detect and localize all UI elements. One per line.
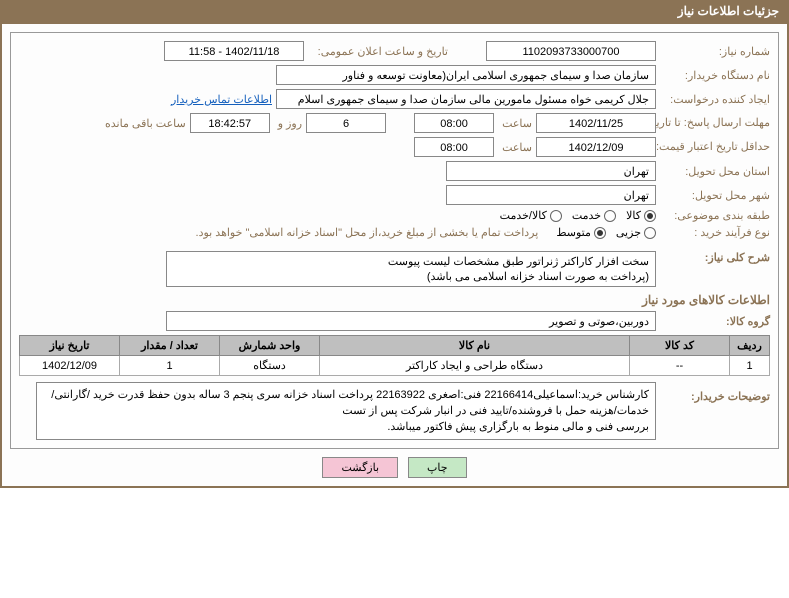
announce-label: تاریخ و ساعت اعلان عمومی: [308, 45, 448, 58]
outer-frame: شماره نیاز: 1102093733000700 تاریخ و ساع… [0, 22, 789, 488]
process-radio-group: جزیی متوسط [556, 226, 656, 239]
radio-small-label: جزیی [616, 226, 641, 239]
buyer-notes-text: کارشناس خرید:اسماعیلی22166414 فنی:اصغری … [36, 382, 656, 440]
validity-time-label: ساعت [498, 141, 532, 154]
print-button[interactable]: چاپ [408, 457, 467, 478]
th-qty: تعداد / مقدار [120, 336, 220, 356]
td-date: 1402/12/09 [20, 356, 120, 376]
goods-section-title: اطلاعات کالاهای مورد نیاز [19, 293, 770, 307]
radio-both[interactable]: کالا/خدمت [500, 209, 562, 222]
row-category: طبقه بندی موضوعی: کالا خدمت کالا/خدمت [19, 209, 770, 222]
radio-circle-icon [594, 227, 606, 239]
radio-circle-icon [604, 210, 616, 222]
row-process: نوع فرآیند خرید : جزیی متوسط پرداخت تمام… [19, 226, 770, 239]
radio-circle-icon [644, 227, 656, 239]
process-label: نوع فرآیند خرید : [660, 226, 770, 239]
inner-frame: شماره نیاز: 1102093733000700 تاریخ و ساع… [10, 32, 779, 449]
goods-table: ردیف کد کالا نام کالا واحد شمارش تعداد /… [19, 335, 770, 376]
validity-time: 08:00 [414, 137, 494, 157]
deadline-days: 6 [306, 113, 386, 133]
deadline-date: 1402/11/25 [536, 113, 656, 133]
th-date: تاریخ نیاز [20, 336, 120, 356]
panel-title: جزئیات اطلاعات نیاز [678, 4, 779, 18]
td-name: دستگاه طراحی و ایجاد کاراکتر [320, 356, 630, 376]
radio-small[interactable]: جزیی [616, 226, 656, 239]
process-note: پرداخت تمام یا بخشی از مبلغ خرید،از محل … [196, 226, 539, 239]
td-row: 1 [730, 356, 770, 376]
contact-link[interactable]: اطلاعات تماس خریدار [171, 93, 272, 106]
buyer-org-label: نام دستگاه خریدار: [660, 69, 770, 82]
category-radio-group: کالا خدمت کالا/خدمت [500, 209, 656, 222]
goods-group-value: دوربین،صوتی و تصویر [166, 311, 656, 331]
province-label: استان محل تحویل: [660, 165, 770, 178]
th-row: ردیف [730, 336, 770, 356]
summary-label: شرح کلی نیاز: [660, 251, 770, 264]
row-summary: شرح کلی نیاز: سخت افزار کاراکتر ژنراتور … [19, 251, 770, 287]
requester-value: جلال کریمی خواه مسئول مامورین مالی سازما… [276, 89, 656, 109]
deadline-time: 08:00 [414, 113, 494, 133]
buyer-notes-label: توضیحات خریدار: [660, 382, 770, 403]
row-validity: حداقل تاریخ اعتبار قیمت: تا تاریخ: 1402/… [19, 137, 770, 157]
buyer-org-value: سازمان صدا و سیمای جمهوری اسلامی ایران(م… [276, 65, 656, 85]
validity-label: حداقل تاریخ اعتبار قیمت: تا تاریخ: [660, 141, 770, 153]
back-button[interactable]: بازگشت [322, 457, 398, 478]
table-row: 1 -- دستگاه طراحی و ایجاد کاراکتر دستگاه… [20, 356, 770, 376]
city-label: شهر محل تحویل: [660, 189, 770, 202]
td-unit: دستگاه [220, 356, 320, 376]
deadline-time-label: ساعت [498, 117, 532, 130]
radio-goods-label: کالا [626, 209, 641, 222]
radio-circle-icon [644, 210, 656, 222]
need-number-value: 1102093733000700 [486, 41, 656, 61]
summary-text: سخت افزار کاراکتر ژنراتور طبق مشخصات لیس… [166, 251, 656, 287]
radio-goods[interactable]: کالا [626, 209, 656, 222]
row-province: استان محل تحویل: تهران [19, 161, 770, 181]
validity-date: 1402/12/09 [536, 137, 656, 157]
th-name: نام کالا [320, 336, 630, 356]
category-label: طبقه بندی موضوعی: [660, 209, 770, 222]
td-qty: 1 [120, 356, 220, 376]
table-header-row: ردیف کد کالا نام کالا واحد شمارش تعداد /… [20, 336, 770, 356]
row-requester: ایجاد کننده درخواست: جلال کریمی خواه مسئ… [19, 89, 770, 109]
th-unit: واحد شمارش [220, 336, 320, 356]
province-value: تهران [446, 161, 656, 181]
row-goods-group: گروه کالا: دوربین،صوتی و تصویر [19, 311, 770, 331]
radio-both-label: کالا/خدمت [500, 209, 547, 222]
deadline-label: مهلت ارسال پاسخ: تا تاریخ: [660, 117, 770, 129]
radio-medium[interactable]: متوسط [556, 226, 606, 239]
row-deadline: مهلت ارسال پاسخ: تا تاریخ: 1402/11/25 سا… [19, 113, 770, 133]
panel-header: جزئیات اطلاعات نیاز [0, 0, 789, 22]
row-need-number: شماره نیاز: 1102093733000700 تاریخ و ساع… [19, 41, 770, 61]
city-value: تهران [446, 185, 656, 205]
radio-medium-label: متوسط [556, 226, 591, 239]
row-buyer-notes: توضیحات خریدار: کارشناس خرید:اسماعیلی221… [19, 382, 770, 440]
td-code: -- [630, 356, 730, 376]
radio-service[interactable]: خدمت [572, 209, 616, 222]
requester-label: ایجاد کننده درخواست: [660, 93, 770, 106]
announce-value: 1402/11/18 - 11:58 [164, 41, 304, 61]
goods-group-label: گروه کالا: [660, 315, 770, 328]
radio-service-label: خدمت [572, 209, 601, 222]
need-number-label: شماره نیاز: [660, 45, 770, 58]
th-code: کد کالا [630, 336, 730, 356]
row-city: شهر محل تحویل: تهران [19, 185, 770, 205]
deadline-remain-label: ساعت باقی مانده [101, 117, 186, 130]
row-buyer-org: نام دستگاه خریدار: سازمان صدا و سیمای جم… [19, 65, 770, 85]
deadline-days-label: روز و [274, 117, 302, 130]
button-row: چاپ بازگشت [10, 457, 779, 478]
deadline-remain-time: 18:42:57 [190, 113, 270, 133]
radio-circle-icon [550, 210, 562, 222]
